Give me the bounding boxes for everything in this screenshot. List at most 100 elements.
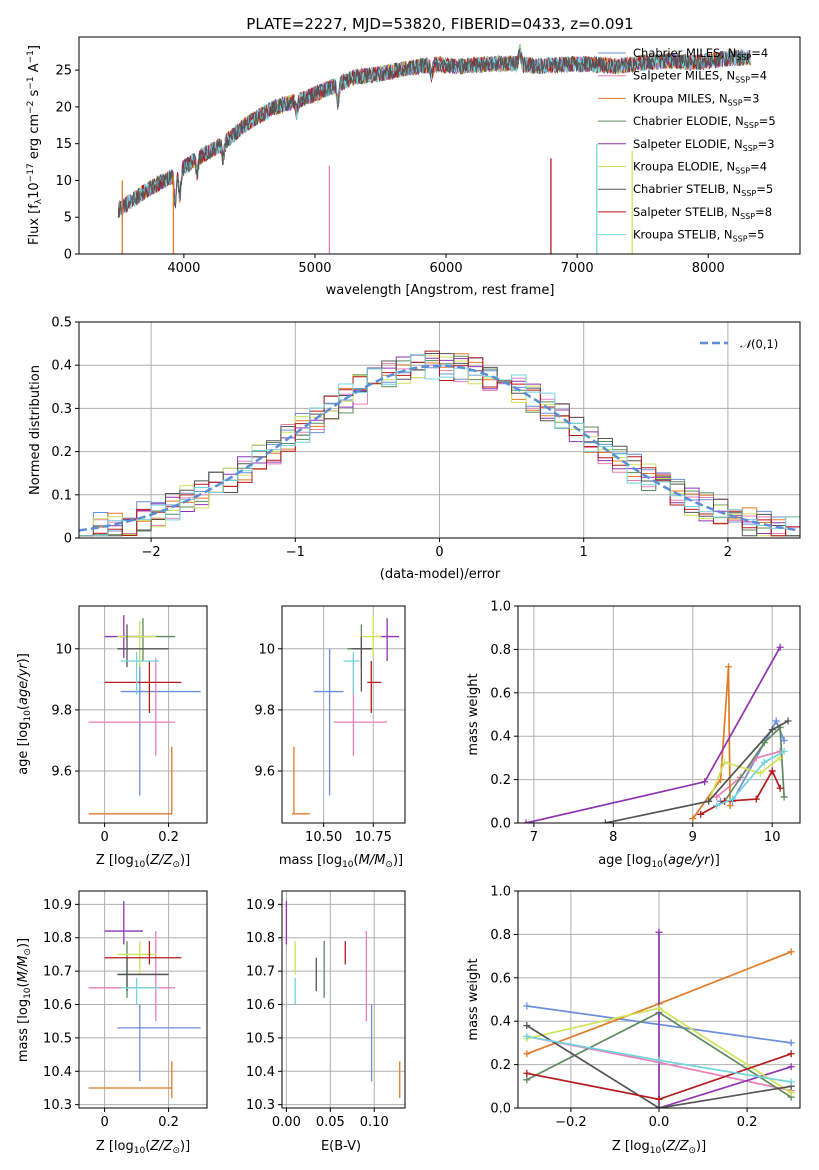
y-tick-label: 0.6 — [490, 971, 511, 986]
errorbar-point-chabrier-miles — [117, 1004, 201, 1082]
axes-frame — [281, 890, 406, 1109]
mass-weight-marker — [787, 1078, 795, 1086]
plot-area — [523, 928, 795, 1108]
mass-weight-series-chabrier-stelib — [601, 717, 792, 823]
y-tick-label: 10.6 — [43, 998, 72, 1013]
axes-mass-weight-vs-age: 7 8 9 10 0.0 0.2 0.4 0.6 0.8 1.0 age [log10(age/yr… — [466, 600, 801, 870]
mass-weight-marker — [522, 819, 530, 823]
y-tick-label: 0 — [64, 532, 72, 547]
errorbar-point-chabrier-miles — [313, 648, 344, 796]
errorbar-point-chabrier-stelib — [117, 957, 169, 992]
mass-weight-marker — [601, 819, 609, 823]
mass-weight-marker — [768, 767, 776, 775]
errorbar-point-kroupa-stelib — [343, 651, 360, 695]
mass-weight-marker — [784, 717, 792, 725]
errorbar-point-kroupa-elodie — [117, 621, 156, 668]
x-tick-label: 10.50 — [305, 830, 342, 845]
x-axis-label: wavelength [Angstrom, rest frame] — [326, 283, 555, 298]
y-tick-label: 20 — [55, 100, 72, 115]
legend-entry: Chabrier ELODIE, NSSP=5 — [633, 114, 776, 130]
y-tick-label: 10.4 — [246, 1065, 275, 1080]
errorbar-point-salpeter-stelib — [104, 941, 182, 965]
errorbar-point-chabrier-elodie — [117, 941, 169, 998]
errorbar-point-salpeter-stelib — [367, 661, 382, 713]
y-tick-label: 25 — [55, 64, 72, 79]
x-tick-label: 7 — [530, 830, 538, 845]
mass-weight-marker — [655, 1056, 663, 1064]
mass-weight-marker — [756, 769, 764, 777]
x-tick-label: 0 — [100, 1115, 108, 1130]
mass-weight-marker — [787, 1063, 795, 1071]
y-tick-label: 15 — [55, 137, 72, 152]
mass-weight-marker — [655, 1004, 663, 1012]
y-tick-label: 0.3 — [51, 402, 72, 417]
histogram-legend: 𝒩(0,1) — [700, 337, 778, 351]
y-tick-label: 10.8 — [43, 931, 72, 946]
x-tick-label: 6000 — [430, 261, 463, 276]
axes-mass-vs-Z: 0 0.2 10.3 10.4 10.5 10.6 10.7 10.8 10.9 Z [log10… — [16, 890, 208, 1156]
mass-weight-marker — [523, 1022, 531, 1030]
y-tick-label: 10.7 — [43, 965, 72, 980]
x-tick-label: 0.2 — [158, 1115, 179, 1130]
axes-spectrum: 4000 5000 6000 7000 8000 0 5 10 15 20 25 wavelength… — [26, 36, 801, 298]
mass-weight-marker — [787, 1089, 795, 1097]
y-tick-label: 0.8 — [490, 643, 511, 658]
x-axis-label: E(B-V) — [321, 1139, 361, 1154]
mass-weight-marker — [705, 797, 713, 805]
y-tick-label: 10.5 — [246, 1031, 275, 1046]
y-tick-label: 9.8 — [51, 703, 72, 718]
errorbar-point-salpeter-stelib — [104, 661, 182, 713]
x-tick-label: −1 — [286, 545, 305, 560]
y-axis-label: age [log10(age/yr)] — [16, 653, 33, 775]
y-tick-label: 0.2 — [51, 445, 72, 460]
y-tick-label: 10 — [55, 174, 72, 189]
x-tick-label: 0.10 — [360, 1115, 389, 1130]
legend-entry: Chabrier STELIB, NSSP=5 — [633, 182, 773, 198]
mass-weight-marker — [780, 793, 788, 801]
spectrum-legend: Chabrier MILES, NSSP=4 Salpeter MILES, NS… — [598, 46, 776, 244]
x-tick-label: 5000 — [298, 261, 331, 276]
y-tick-label: 0.4 — [490, 1015, 511, 1030]
figure-title: PLATE=2227, MJD=53820, FIBERID=0433, z=0… — [246, 15, 633, 33]
errorbar-point-salpeter-elodie — [104, 901, 143, 945]
y-tick-label: 10.9 — [43, 898, 72, 913]
x-tick-label: 0.05 — [316, 1115, 345, 1130]
y-tick-label: 0.5 — [51, 316, 72, 331]
mass-weight-marker — [776, 784, 784, 792]
mass-weight-marker — [713, 802, 721, 810]
spectrum-line-chabrier-stelib — [117, 48, 751, 218]
y-tick-label: 0.6 — [490, 686, 511, 701]
y-tick-label: 0 — [64, 248, 72, 263]
errorbar-point-kroupa-miles — [88, 746, 173, 815]
axes-frame — [281, 605, 406, 824]
axes-mass-vs-EBV: 0.00 0.05 0.10 10.3 10.4 10.5 10.6 10.7 10.8 10.9… — [246, 890, 406, 1154]
y-tick-label: 10.6 — [246, 998, 275, 1013]
mass-weight-marker — [772, 717, 780, 725]
x-tick-label: 0.00 — [272, 1115, 301, 1130]
normal-reference-curve — [79, 364, 798, 532]
y-tick-label: 10 — [55, 642, 72, 657]
mass-weight-marker — [655, 1104, 663, 1108]
x-tick-label: 8 — [609, 830, 617, 845]
errorbar-point-kroupa-miles — [88, 1061, 173, 1098]
errorbar-point-kroupa-stelib — [120, 651, 159, 695]
mass-weight-marker — [655, 928, 663, 936]
mass-weight-marker — [523, 1002, 531, 1010]
y-tick-label: 1.0 — [490, 600, 511, 615]
errorbar-point-salpeter-elodie — [379, 618, 400, 662]
mass-weight-series-salpeter-stelib — [523, 1050, 795, 1103]
legend-entry: Salpeter ELODIE, NSSP=3 — [633, 137, 775, 153]
x-tick-label: 8000 — [692, 261, 725, 276]
x-tick-label: 10.75 — [355, 830, 392, 845]
plot-area — [291, 615, 400, 815]
axes-frame — [517, 605, 801, 824]
y-axis-label: Normed distribution — [28, 365, 43, 495]
y-axis-label: mass [log10(M/M⊙)] — [16, 938, 33, 1062]
legend-entry: 𝒩(0,1) — [740, 337, 778, 351]
errorbar-point-salpeter-miles — [88, 931, 175, 1022]
plot-area — [285, 901, 401, 1098]
y-tick-label: 0.1 — [51, 488, 72, 503]
y-tick-label: 0.2 — [490, 1058, 511, 1073]
y-tick-label: 10.3 — [246, 1098, 275, 1113]
y-tick-label: 9.6 — [51, 765, 72, 780]
